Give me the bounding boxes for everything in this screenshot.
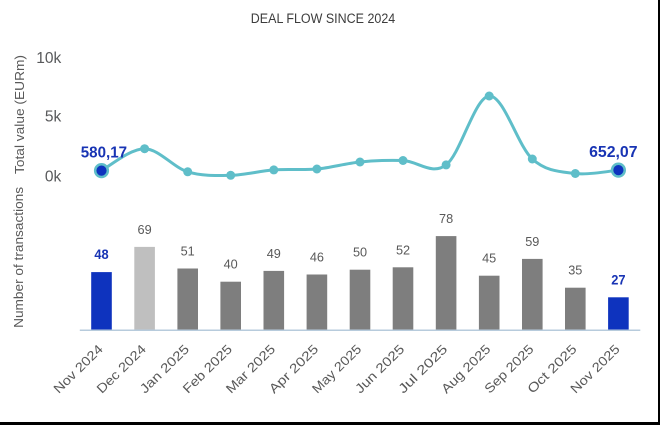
svg-text:652,07: 652,07 <box>589 144 638 161</box>
svg-text:48: 48 <box>94 246 108 262</box>
svg-text:35: 35 <box>568 264 582 278</box>
svg-text:69: 69 <box>138 223 152 237</box>
svg-text:27: 27 <box>611 271 625 287</box>
svg-text:40: 40 <box>224 258 238 272</box>
svg-text:Number of transactions: Number of transactions <box>11 186 26 328</box>
svg-text:Total value (EURm): Total value (EURm) <box>12 55 27 174</box>
svg-text:10k: 10k <box>36 50 61 67</box>
svg-text:580,17: 580,17 <box>81 144 127 161</box>
svg-text:45: 45 <box>482 252 496 266</box>
svg-text:50: 50 <box>353 246 367 260</box>
svg-text:49: 49 <box>267 247 281 261</box>
svg-text:52: 52 <box>396 243 410 257</box>
svg-text:78: 78 <box>439 212 453 226</box>
svg-text:51: 51 <box>181 245 195 259</box>
svg-text:DEAL FLOW SINCE 2024: DEAL FLOW SINCE 2024 <box>251 11 396 26</box>
svg-text:59: 59 <box>525 235 539 249</box>
svg-text:46: 46 <box>310 251 324 265</box>
svg-text:0k: 0k <box>45 168 62 185</box>
svg-text:5k: 5k <box>45 109 62 126</box>
